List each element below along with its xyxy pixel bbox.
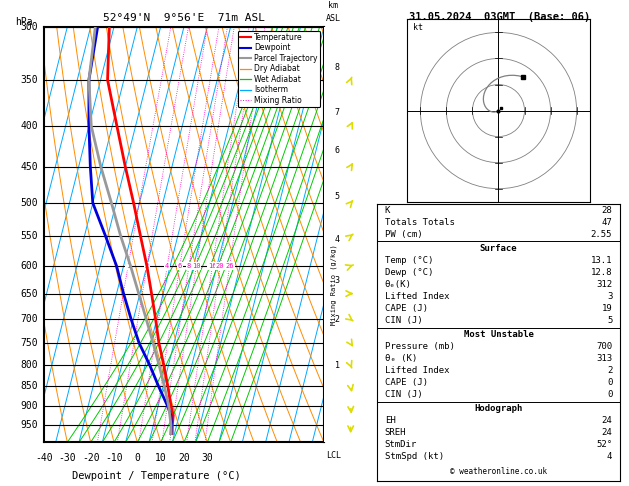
Text: 16: 16 [208, 263, 216, 269]
Text: 2.55: 2.55 [591, 230, 612, 239]
Text: 2: 2 [335, 314, 340, 324]
Text: θₑ(K): θₑ(K) [385, 280, 411, 289]
Text: 47: 47 [601, 218, 612, 226]
Text: 8: 8 [187, 263, 191, 269]
Text: 3: 3 [607, 292, 612, 301]
Text: 800: 800 [21, 360, 38, 370]
Text: 8: 8 [335, 63, 340, 72]
Text: 2: 2 [607, 366, 612, 375]
Text: -30: -30 [58, 452, 76, 463]
Text: kt: kt [413, 23, 423, 32]
Text: 600: 600 [21, 261, 38, 271]
Text: 30: 30 [201, 452, 213, 463]
Text: Lifted Index: Lifted Index [385, 366, 449, 375]
Text: 6: 6 [335, 146, 340, 156]
Text: 26: 26 [225, 263, 234, 269]
Text: 350: 350 [21, 75, 38, 85]
Text: 6: 6 [177, 263, 182, 269]
Text: 312: 312 [596, 280, 612, 289]
Text: 0: 0 [607, 390, 612, 399]
Title: 52°49'N  9°56'E  71m ASL: 52°49'N 9°56'E 71m ASL [103, 13, 265, 23]
Text: LCL: LCL [326, 451, 341, 460]
Text: 850: 850 [21, 381, 38, 391]
Text: 7: 7 [335, 108, 340, 117]
Text: 24: 24 [601, 428, 612, 437]
Text: PW (cm): PW (cm) [385, 230, 422, 239]
Text: Mixing Ratio (g/kg): Mixing Ratio (g/kg) [330, 244, 337, 325]
Text: StmDir: StmDir [385, 440, 417, 449]
Text: 28: 28 [601, 206, 612, 215]
Text: 19: 19 [601, 304, 612, 313]
Text: Dewpoint / Temperature (°C): Dewpoint / Temperature (°C) [72, 471, 240, 481]
Text: km: km [328, 1, 338, 10]
Text: EH: EH [385, 416, 396, 425]
Text: Temp (°C): Temp (°C) [385, 256, 433, 264]
Text: 900: 900 [21, 401, 38, 411]
Text: 700: 700 [21, 314, 38, 324]
Text: 750: 750 [21, 338, 38, 348]
Text: © weatheronline.co.uk: © weatheronline.co.uk [450, 467, 547, 476]
Text: 300: 300 [21, 22, 38, 32]
Text: ASL: ASL [326, 14, 341, 22]
Text: 500: 500 [21, 198, 38, 208]
Text: Dewp (°C): Dewp (°C) [385, 268, 433, 277]
Text: 450: 450 [21, 162, 38, 172]
Text: 5: 5 [607, 316, 612, 325]
Text: 10: 10 [155, 452, 167, 463]
Text: SREH: SREH [385, 428, 406, 437]
Text: CIN (J): CIN (J) [385, 390, 422, 399]
Text: 4: 4 [607, 452, 612, 461]
Text: CIN (J): CIN (J) [385, 316, 422, 325]
Text: 2: 2 [145, 263, 149, 269]
Text: Pressure (mb): Pressure (mb) [385, 342, 455, 351]
Text: Surface: Surface [480, 243, 517, 253]
Text: θₑ (K): θₑ (K) [385, 354, 417, 363]
Text: 31.05.2024  03GMT  (Base: 06): 31.05.2024 03GMT (Base: 06) [409, 12, 591, 22]
Text: 1: 1 [126, 263, 130, 269]
Text: 550: 550 [21, 231, 38, 241]
Text: 313: 313 [596, 354, 612, 363]
Text: 700: 700 [596, 342, 612, 351]
Text: CAPE (J): CAPE (J) [385, 378, 428, 387]
Text: 20: 20 [178, 452, 190, 463]
Text: 13.1: 13.1 [591, 256, 612, 264]
Text: K: K [385, 206, 390, 215]
Text: CAPE (J): CAPE (J) [385, 304, 428, 313]
Text: 20: 20 [216, 263, 225, 269]
Text: 5: 5 [335, 191, 340, 201]
Text: Lifted Index: Lifted Index [385, 292, 449, 301]
Text: 0: 0 [607, 378, 612, 387]
Text: 400: 400 [21, 121, 38, 131]
Text: StmSpd (kt): StmSpd (kt) [385, 452, 444, 461]
Text: 4: 4 [335, 235, 340, 243]
Text: Totals Totals: Totals Totals [385, 218, 455, 226]
Legend: Temperature, Dewpoint, Parcel Trajectory, Dry Adiabat, Wet Adiabat, Isotherm, Mi: Temperature, Dewpoint, Parcel Trajectory… [238, 31, 320, 107]
Text: 52°: 52° [596, 440, 612, 449]
Text: 1: 1 [335, 361, 340, 370]
Text: -40: -40 [35, 452, 53, 463]
Text: Most Unstable: Most Unstable [464, 330, 533, 339]
Text: 0: 0 [135, 452, 140, 463]
Text: 4: 4 [165, 263, 169, 269]
Text: 950: 950 [21, 419, 38, 430]
Text: Hodograph: Hodograph [474, 404, 523, 413]
Text: 12.8: 12.8 [591, 268, 612, 277]
Text: 24: 24 [601, 416, 612, 425]
Text: -20: -20 [82, 452, 99, 463]
Text: -10: -10 [105, 452, 123, 463]
Text: 3: 3 [335, 276, 340, 284]
Text: 10: 10 [192, 263, 201, 269]
Text: hPa: hPa [16, 17, 33, 27]
Text: 650: 650 [21, 289, 38, 298]
